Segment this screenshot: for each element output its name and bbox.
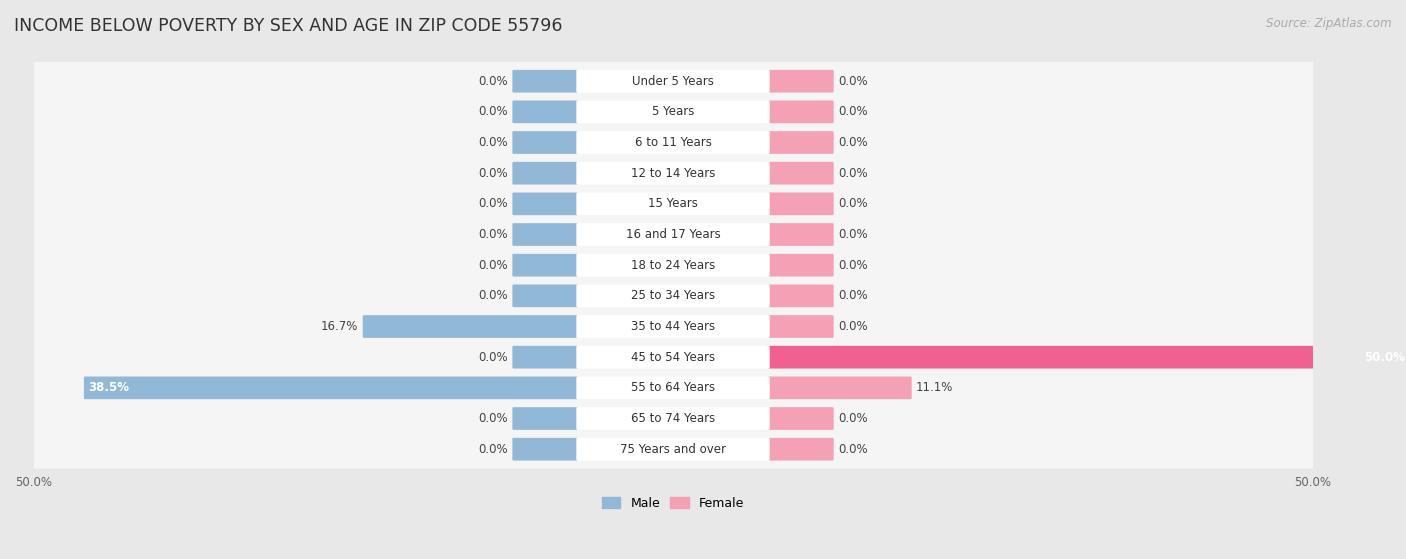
Text: Source: ZipAtlas.com: Source: ZipAtlas.com <box>1267 17 1392 30</box>
Text: 0.0%: 0.0% <box>838 320 868 333</box>
Text: 0.0%: 0.0% <box>838 412 868 425</box>
Text: 65 to 74 Years: 65 to 74 Years <box>631 412 716 425</box>
FancyBboxPatch shape <box>25 215 1320 254</box>
FancyBboxPatch shape <box>576 285 769 307</box>
FancyBboxPatch shape <box>25 184 1320 223</box>
FancyBboxPatch shape <box>768 131 834 154</box>
Text: 0.0%: 0.0% <box>838 197 868 210</box>
FancyBboxPatch shape <box>25 277 1320 315</box>
Text: 0.0%: 0.0% <box>478 412 508 425</box>
Text: 0.0%: 0.0% <box>838 167 868 179</box>
FancyBboxPatch shape <box>25 338 1320 377</box>
Text: 25 to 34 Years: 25 to 34 Years <box>631 290 716 302</box>
Text: 50.0%: 50.0% <box>1364 350 1405 364</box>
FancyBboxPatch shape <box>768 162 834 184</box>
Text: 0.0%: 0.0% <box>478 259 508 272</box>
FancyBboxPatch shape <box>25 123 1320 162</box>
Text: 11.1%: 11.1% <box>917 381 953 394</box>
Text: 0.0%: 0.0% <box>838 136 868 149</box>
FancyBboxPatch shape <box>576 70 769 93</box>
Text: 0.0%: 0.0% <box>478 167 508 179</box>
Text: 0.0%: 0.0% <box>838 443 868 456</box>
FancyBboxPatch shape <box>512 254 578 277</box>
Text: 75 Years and over: 75 Years and over <box>620 443 725 456</box>
FancyBboxPatch shape <box>84 377 578 399</box>
Text: 55 to 64 Years: 55 to 64 Years <box>631 381 716 394</box>
Text: 15 Years: 15 Years <box>648 197 697 210</box>
FancyBboxPatch shape <box>576 223 769 246</box>
FancyBboxPatch shape <box>576 162 769 184</box>
Text: 45 to 54 Years: 45 to 54 Years <box>631 350 716 364</box>
Text: 0.0%: 0.0% <box>478 290 508 302</box>
FancyBboxPatch shape <box>512 407 578 430</box>
FancyBboxPatch shape <box>512 70 578 93</box>
FancyBboxPatch shape <box>576 192 769 215</box>
FancyBboxPatch shape <box>768 254 834 277</box>
FancyBboxPatch shape <box>512 162 578 184</box>
Text: 0.0%: 0.0% <box>478 350 508 364</box>
FancyBboxPatch shape <box>768 438 834 461</box>
Legend: Male, Female: Male, Female <box>598 493 748 514</box>
Text: 0.0%: 0.0% <box>838 75 868 88</box>
Text: INCOME BELOW POVERTY BY SEX AND AGE IN ZIP CODE 55796: INCOME BELOW POVERTY BY SEX AND AGE IN Z… <box>14 17 562 35</box>
FancyBboxPatch shape <box>576 254 769 277</box>
FancyBboxPatch shape <box>363 315 578 338</box>
FancyBboxPatch shape <box>576 407 769 430</box>
FancyBboxPatch shape <box>576 315 769 338</box>
Text: 5 Years: 5 Years <box>652 105 695 119</box>
FancyBboxPatch shape <box>25 62 1320 101</box>
FancyBboxPatch shape <box>25 368 1320 407</box>
Text: 0.0%: 0.0% <box>838 228 868 241</box>
FancyBboxPatch shape <box>576 131 769 154</box>
Text: 0.0%: 0.0% <box>838 290 868 302</box>
Text: Under 5 Years: Under 5 Years <box>633 75 714 88</box>
Text: 18 to 24 Years: 18 to 24 Years <box>631 259 716 272</box>
FancyBboxPatch shape <box>768 346 1406 368</box>
FancyBboxPatch shape <box>576 101 769 123</box>
FancyBboxPatch shape <box>576 346 769 368</box>
Text: 0.0%: 0.0% <box>478 443 508 456</box>
FancyBboxPatch shape <box>768 70 834 93</box>
FancyBboxPatch shape <box>768 315 834 338</box>
Text: 12 to 14 Years: 12 to 14 Years <box>631 167 716 179</box>
FancyBboxPatch shape <box>768 223 834 246</box>
FancyBboxPatch shape <box>512 192 578 215</box>
FancyBboxPatch shape <box>768 285 834 307</box>
Text: 16 and 17 Years: 16 and 17 Years <box>626 228 720 241</box>
FancyBboxPatch shape <box>576 438 769 461</box>
FancyBboxPatch shape <box>512 131 578 154</box>
Text: 35 to 44 Years: 35 to 44 Years <box>631 320 716 333</box>
FancyBboxPatch shape <box>25 399 1320 438</box>
Text: 38.5%: 38.5% <box>89 381 129 394</box>
FancyBboxPatch shape <box>768 101 834 123</box>
FancyBboxPatch shape <box>768 407 834 430</box>
FancyBboxPatch shape <box>512 285 578 307</box>
FancyBboxPatch shape <box>25 307 1320 346</box>
Text: 0.0%: 0.0% <box>478 228 508 241</box>
FancyBboxPatch shape <box>512 101 578 123</box>
FancyBboxPatch shape <box>512 223 578 246</box>
Text: 0.0%: 0.0% <box>838 259 868 272</box>
Text: 0.0%: 0.0% <box>478 197 508 210</box>
FancyBboxPatch shape <box>512 346 578 368</box>
Text: 0.0%: 0.0% <box>838 105 868 119</box>
FancyBboxPatch shape <box>512 438 578 461</box>
FancyBboxPatch shape <box>768 192 834 215</box>
Text: 6 to 11 Years: 6 to 11 Years <box>634 136 711 149</box>
Text: 0.0%: 0.0% <box>478 75 508 88</box>
FancyBboxPatch shape <box>576 377 769 399</box>
FancyBboxPatch shape <box>25 154 1320 192</box>
FancyBboxPatch shape <box>768 377 911 399</box>
Text: 16.7%: 16.7% <box>321 320 359 333</box>
Text: 0.0%: 0.0% <box>478 136 508 149</box>
FancyBboxPatch shape <box>25 93 1320 131</box>
FancyBboxPatch shape <box>25 246 1320 285</box>
FancyBboxPatch shape <box>25 430 1320 468</box>
Text: 0.0%: 0.0% <box>478 105 508 119</box>
